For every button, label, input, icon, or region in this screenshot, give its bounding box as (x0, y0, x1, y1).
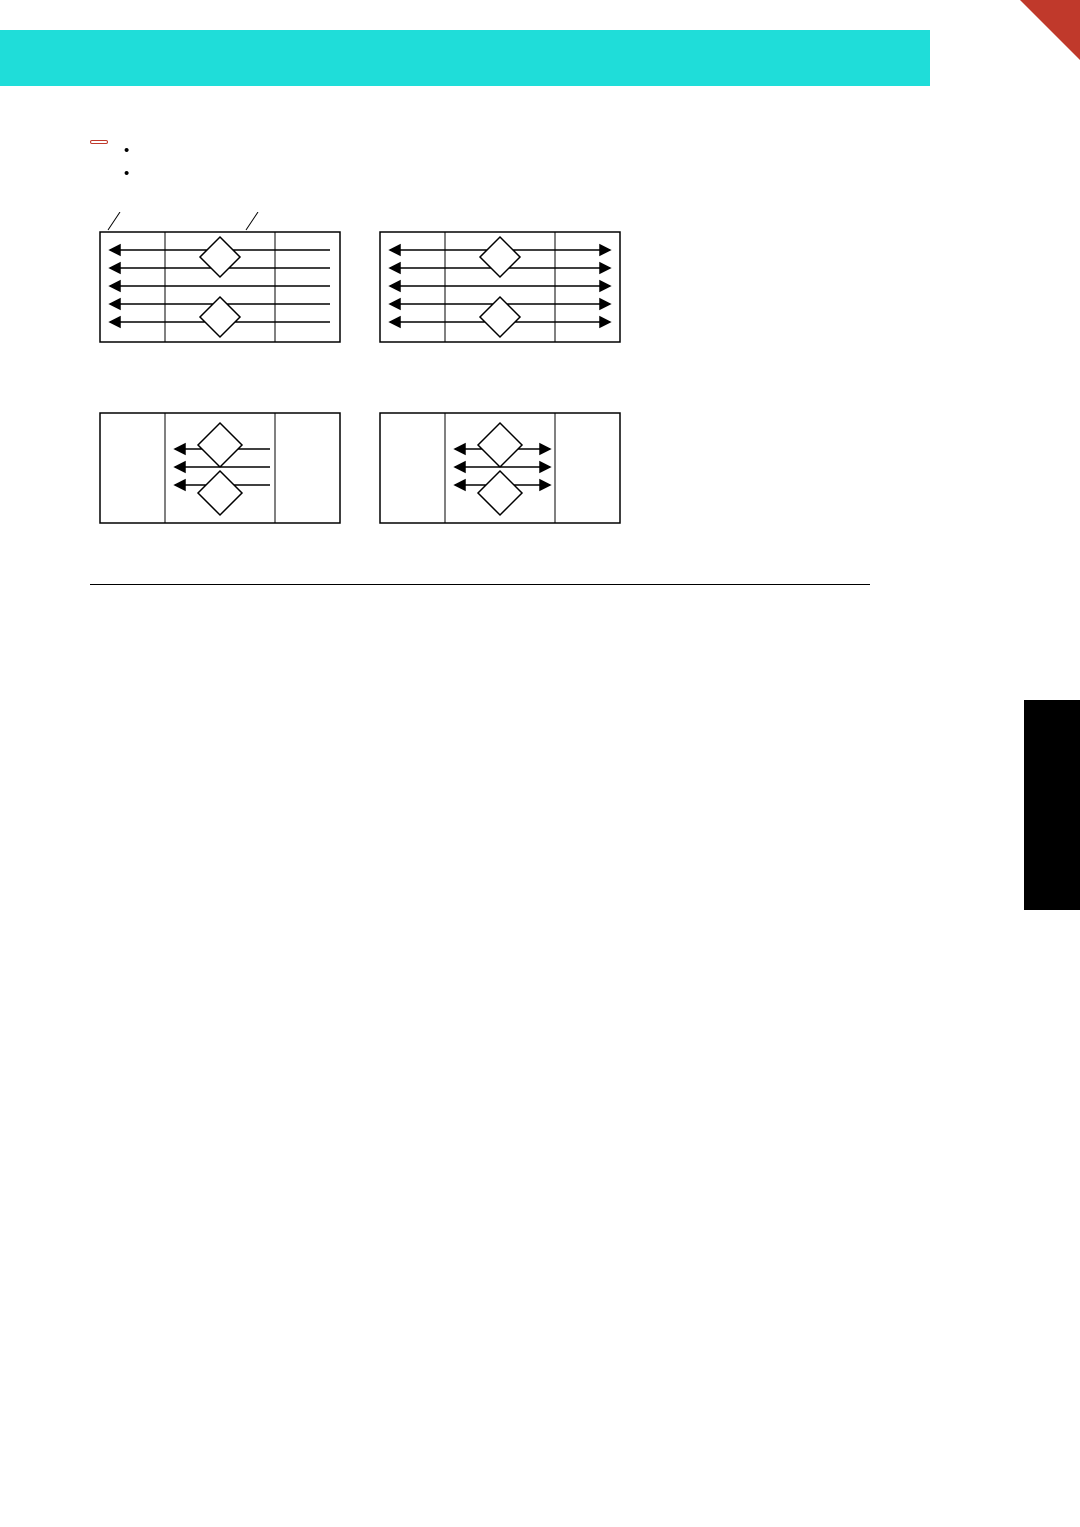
diagram-off-uni (90, 212, 350, 363)
corner-accent (1020, 0, 1080, 60)
important-block: • • (90, 140, 870, 186)
diagram-off-bi (370, 212, 630, 363)
important-badge (90, 140, 108, 144)
diagram-section (90, 206, 870, 544)
page-title (0, 30, 930, 86)
diagram-on-bi (370, 403, 630, 544)
diagram-on-uni (90, 403, 350, 544)
manual-page: • • (0, 0, 1080, 1527)
content-area: • • (90, 120, 870, 585)
bottom-divider (90, 584, 870, 585)
diagram-row-off (90, 212, 870, 363)
chapter-tab (1024, 700, 1080, 910)
important-text: • • (124, 140, 870, 186)
diagram-row-on (90, 403, 870, 544)
